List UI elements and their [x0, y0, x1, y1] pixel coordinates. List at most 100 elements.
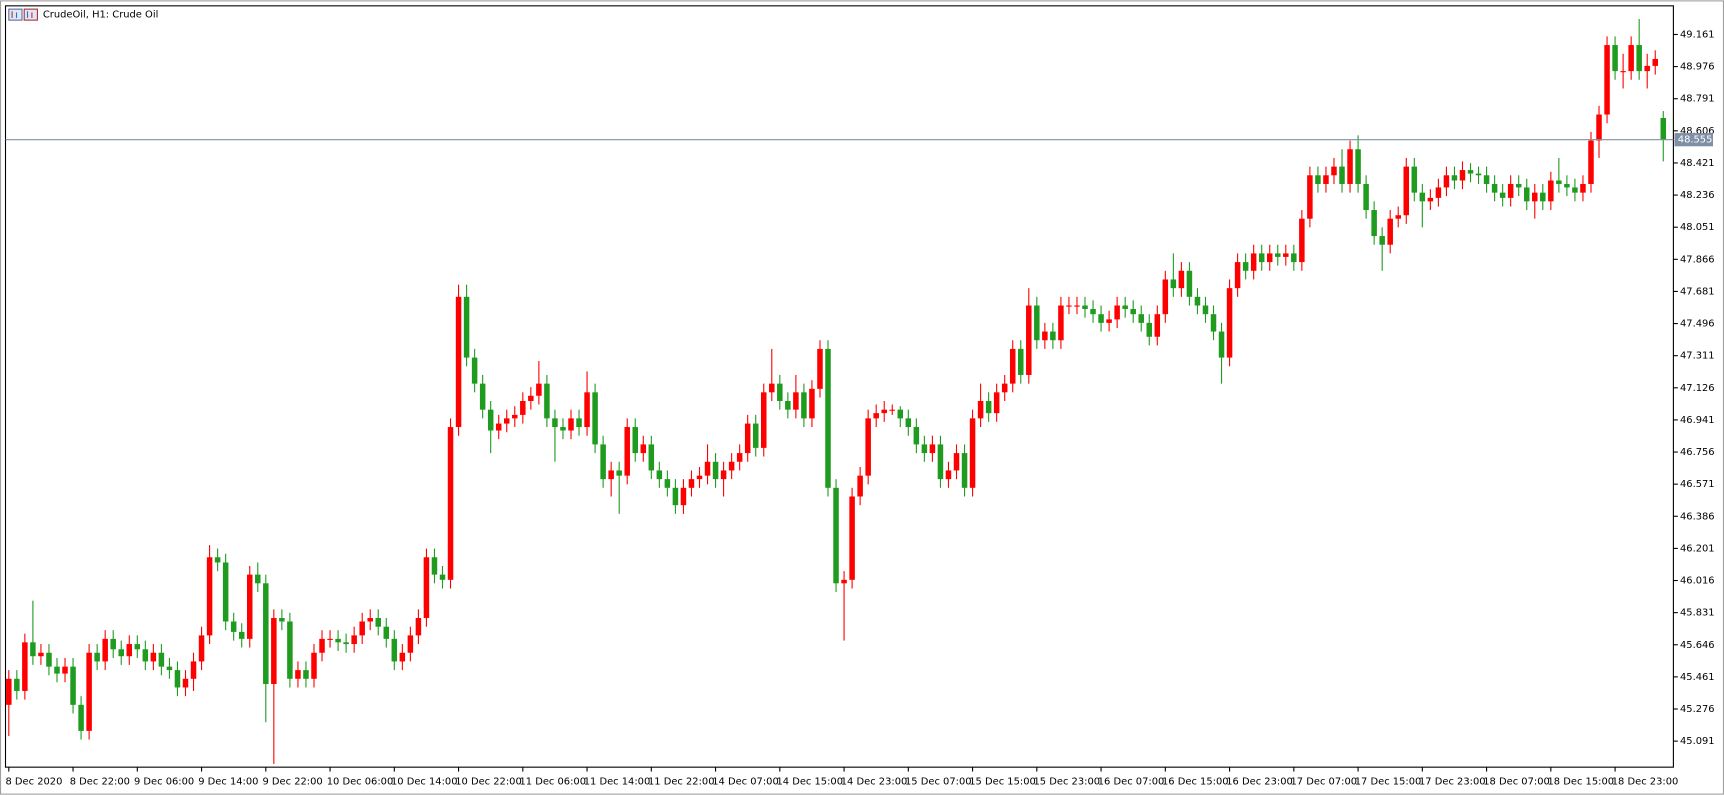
candle-body	[1210, 314, 1217, 332]
candle-body	[704, 461, 711, 476]
candle-body	[953, 453, 960, 471]
candle-body	[1250, 253, 1257, 271]
candle-body	[1082, 305, 1088, 309]
candle-body	[1556, 180, 1562, 184]
candle-body	[1114, 305, 1120, 320]
candle-body	[182, 678, 189, 688]
candle-body	[993, 392, 1000, 414]
y-tick-label: 45.646	[1680, 640, 1715, 651]
candle-body	[1291, 253, 1297, 263]
x-tick-label: 15 Dec 15:00	[969, 776, 1036, 787]
candle-body	[1074, 305, 1080, 307]
candle-body	[785, 400, 791, 410]
candle-body	[1178, 270, 1185, 289]
candle-body	[166, 666, 173, 671]
candle-body	[399, 652, 406, 662]
candle-body	[1122, 305, 1128, 309]
candle-body	[512, 414, 518, 419]
candle-body	[279, 618, 285, 622]
candle-body	[1411, 166, 1418, 193]
candle-body	[495, 423, 502, 431]
candle-body	[1058, 305, 1064, 341]
candle-body	[1491, 183, 1498, 193]
candle-body	[905, 418, 912, 428]
candle-body	[335, 638, 341, 643]
x-tick-label: 10 Dec 14:00	[391, 776, 458, 787]
candle-body	[1130, 308, 1136, 315]
candle-body	[142, 649, 149, 662]
candle-body	[817, 348, 823, 389]
candle-body	[1548, 180, 1554, 202]
candle-body	[174, 670, 181, 688]
candle-body	[311, 652, 317, 679]
candle-body	[688, 479, 695, 488]
candle-body	[206, 557, 213, 636]
x-tick-label: 16 Dec 07:00	[1098, 776, 1165, 787]
candle-body	[1009, 348, 1016, 384]
candle-body	[126, 644, 133, 657]
candle-body	[1315, 175, 1321, 184]
candle-body	[1580, 183, 1586, 193]
candle-body	[552, 418, 558, 428]
candle-body	[1371, 210, 1377, 237]
candle-body	[230, 621, 237, 632]
candle-body	[881, 409, 887, 414]
candle-body	[431, 557, 438, 575]
candle-body	[632, 427, 639, 454]
candle-body	[1483, 175, 1490, 184]
candle-body	[672, 487, 679, 506]
y-tick-label: 48.791	[1680, 94, 1715, 105]
candle-body	[1154, 314, 1161, 337]
x-tick-label: 15 Dec 23:00	[1034, 776, 1101, 787]
candle-body	[150, 652, 157, 662]
x-tick-label: 11 Dec 06:00	[520, 776, 587, 787]
candle-body	[865, 418, 871, 476]
candle-body	[769, 383, 775, 393]
candle-body	[1066, 305, 1072, 307]
candle-body	[1499, 192, 1506, 198]
candle-body	[383, 626, 390, 639]
candle-body	[1403, 166, 1410, 216]
x-tick-label: 18 Dec 07:00	[1483, 776, 1550, 787]
y-tick-label: 46.941	[1680, 415, 1715, 426]
candle-body	[1001, 383, 1008, 393]
candle-body	[680, 487, 687, 506]
candle-body	[1467, 170, 1474, 174]
candle-body	[752, 423, 759, 448]
candle-body	[873, 413, 879, 419]
y-tick-label: 45.831	[1680, 608, 1715, 619]
candle-body	[295, 670, 301, 679]
candle-body	[1387, 218, 1393, 245]
x-tick-label: 17 Dec 23:00	[1419, 776, 1486, 787]
candle-body	[86, 652, 92, 731]
candle-body	[1090, 308, 1096, 315]
candle-body	[520, 400, 526, 415]
candle-body	[343, 642, 349, 645]
candle-body	[1459, 170, 1466, 181]
candle-body	[1355, 149, 1361, 184]
candle-body	[712, 461, 719, 480]
candle-body	[487, 409, 494, 431]
candle-body	[110, 638, 116, 650]
candle-body	[961, 453, 968, 488]
candle-body	[1266, 253, 1273, 263]
y-tick-label: 49.161	[1680, 29, 1715, 40]
candle-body	[22, 642, 28, 691]
candle-body	[937, 444, 944, 480]
candle-body	[1379, 236, 1385, 245]
candle-body	[913, 427, 920, 445]
candle-body	[319, 638, 325, 653]
y-tick-label: 48.051	[1680, 222, 1715, 233]
candle-body	[1275, 253, 1281, 257]
candle-body	[78, 704, 84, 731]
candle-body	[255, 574, 261, 584]
y-tick-label: 47.126	[1680, 383, 1715, 394]
candle-body	[303, 670, 309, 679]
candle-body	[1226, 288, 1233, 358]
candle-body	[1170, 279, 1177, 289]
candle-body	[1258, 253, 1265, 263]
candle-body	[238, 631, 245, 639]
candle-body	[1194, 296, 1201, 306]
candle-body	[1572, 187, 1578, 193]
candle-body	[1451, 175, 1458, 181]
